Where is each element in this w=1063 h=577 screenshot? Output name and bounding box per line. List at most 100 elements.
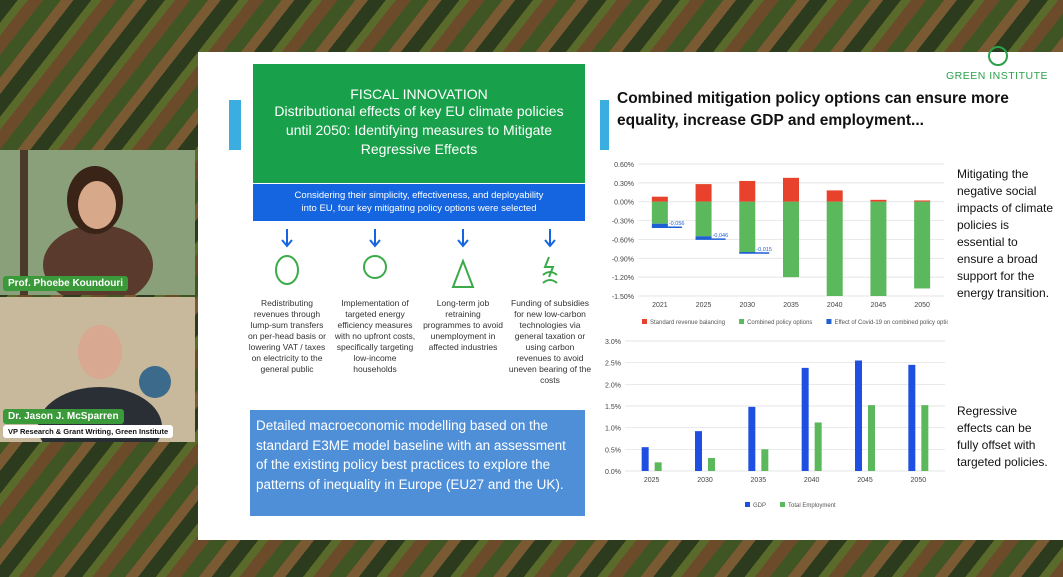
- bar: [748, 406, 756, 471]
- y-tick-label: 0.5%: [605, 447, 621, 454]
- legend-swatch: [642, 319, 647, 324]
- legend-label: Standard revenue balancing: [650, 320, 725, 326]
- bar: [868, 405, 875, 471]
- right-title: Combined mitigation policy options can e…: [617, 90, 1009, 129]
- x-tick-label: 2025: [696, 302, 712, 309]
- chart: 0.60% 0.30% 0.00% -0.30% -0.60% -0.90% -1.20% -…: [612, 162, 948, 326]
- method-box: Detailed macroeconomic modelling based o…: [250, 410, 585, 516]
- note: Regressive effects can be fully offset w…: [957, 404, 1048, 469]
- legend-swatch: [826, 319, 832, 324]
- bar: [695, 236, 712, 240]
- bar: [826, 190, 843, 202]
- bar: [801, 367, 809, 471]
- x-tick-label: 2021: [652, 302, 668, 309]
- bar: [708, 458, 715, 471]
- bar: [783, 201, 799, 278]
- bar: [641, 447, 649, 471]
- bar: [826, 201, 843, 296]
- bar: [651, 196, 668, 202]
- header-title: Distributional effects of key EU climate…: [274, 103, 564, 157]
- intro-text: Considering their simplicity, effectiven…: [294, 190, 544, 214]
- bar: [651, 223, 668, 228]
- bar: [695, 184, 712, 202]
- accent-bar: [229, 100, 241, 150]
- bar: [814, 422, 822, 471]
- y-tick-label: 2.0%: [605, 382, 621, 389]
- legend-swatch: [739, 319, 745, 324]
- face: [78, 181, 116, 229]
- x-tick-label: 2035: [751, 477, 767, 484]
- x-tick-label: 2025: [644, 477, 660, 484]
- bar: [695, 431, 702, 471]
- y-tick-label: -1.50%: [612, 294, 634, 301]
- y-tick-label: 0.0%: [605, 469, 621, 476]
- bar: [695, 201, 712, 237]
- globe: [139, 366, 171, 398]
- legend-label: Total Employment: [788, 503, 836, 509]
- participant-name: Prof. Phoebe Koundouri: [3, 276, 128, 291]
- option-text: Redistributing revenues through lump-sum…: [248, 298, 326, 374]
- legend-label: GDP: [753, 503, 766, 509]
- bar: [921, 405, 929, 471]
- bulb-icon: [363, 255, 387, 279]
- x-tick-label: 2035: [783, 302, 799, 309]
- header-kicker: FISCAL INNOVATION: [350, 86, 488, 102]
- legend-swatch: [745, 502, 750, 507]
- logo-icon: [988, 46, 1008, 66]
- video-feed: [0, 150, 195, 295]
- arrow-head: [281, 239, 293, 248]
- face: [78, 325, 122, 379]
- energy-icon: [542, 256, 558, 284]
- y-tick-label: -0.30%: [612, 219, 634, 226]
- logo-text: GREEN INSTITUTE: [946, 70, 1049, 82]
- x-tick-label: 2030: [697, 477, 713, 484]
- note: Mitigating the negative social impacts o…: [957, 167, 1054, 300]
- option-text: Funding of subsidies for new low-carbon …: [508, 298, 592, 385]
- legend-label: Combined policy options: [747, 320, 812, 326]
- arrow-head: [544, 239, 556, 248]
- legend-swatch: [780, 502, 786, 507]
- bar: [739, 180, 756, 202]
- value-label: -0,015: [756, 247, 772, 253]
- x-tick-label: 2040: [804, 477, 820, 484]
- coins-icon: [275, 255, 299, 285]
- x-tick-label: 2030: [739, 302, 755, 309]
- y-tick-label: 3.0%: [605, 339, 621, 346]
- people-icon: [451, 258, 475, 288]
- option-text: Implementation of targeted energy effici…: [334, 298, 416, 374]
- bar: [654, 462, 662, 471]
- arrow-head: [369, 239, 381, 248]
- bar: [914, 201, 931, 289]
- x-tick-label: 2040: [827, 302, 843, 309]
- window-frame: [20, 150, 28, 295]
- y-tick-label: 2.5%: [605, 361, 621, 368]
- bar: [761, 449, 769, 471]
- chart: 0.0% 0.5% 1.0% 1.5% 2.0% 2.5% 3.0% 2025 2030 2035…: [605, 339, 945, 509]
- video-tile: Prof. Phoebe Koundouri: [0, 150, 195, 295]
- bar: [914, 200, 931, 202]
- option-icons: [275, 229, 558, 288]
- accent-bar: [600, 100, 609, 150]
- x-tick-label: 2045: [857, 477, 873, 484]
- bar: [739, 201, 756, 252]
- participant-name: Dr. Jason J. McSparren: [3, 409, 124, 424]
- value-label: -0,046: [713, 233, 729, 239]
- y-tick-label: 1.0%: [605, 426, 621, 433]
- header-box: FISCAL INNOVATION Distributional effects…: [253, 64, 585, 183]
- bar: [870, 201, 887, 296]
- method-text: Detailed macroeconomic modelling based o…: [256, 418, 566, 492]
- x-tick-label: 2045: [871, 302, 887, 309]
- value-label: -0,056: [669, 221, 685, 227]
- y-tick-label: -0.90%: [612, 256, 634, 263]
- bar: [855, 360, 862, 471]
- x-tick-label: 2050: [914, 302, 930, 309]
- video-tile: Dr. Jason J. McSparren VP Research & Gra…: [0, 297, 195, 442]
- arrow-head: [457, 239, 469, 248]
- option-text: Long-term job retraining programmes to a…: [423, 298, 503, 352]
- bar: [870, 199, 887, 202]
- y-tick-label: -1.20%: [612, 275, 634, 282]
- y-tick-label: 1.5%: [605, 404, 621, 411]
- intro-box: Considering their simplicity, effectiven…: [253, 184, 585, 221]
- participant-role: VP Research & Grant Writing, Green Insti…: [3, 425, 174, 438]
